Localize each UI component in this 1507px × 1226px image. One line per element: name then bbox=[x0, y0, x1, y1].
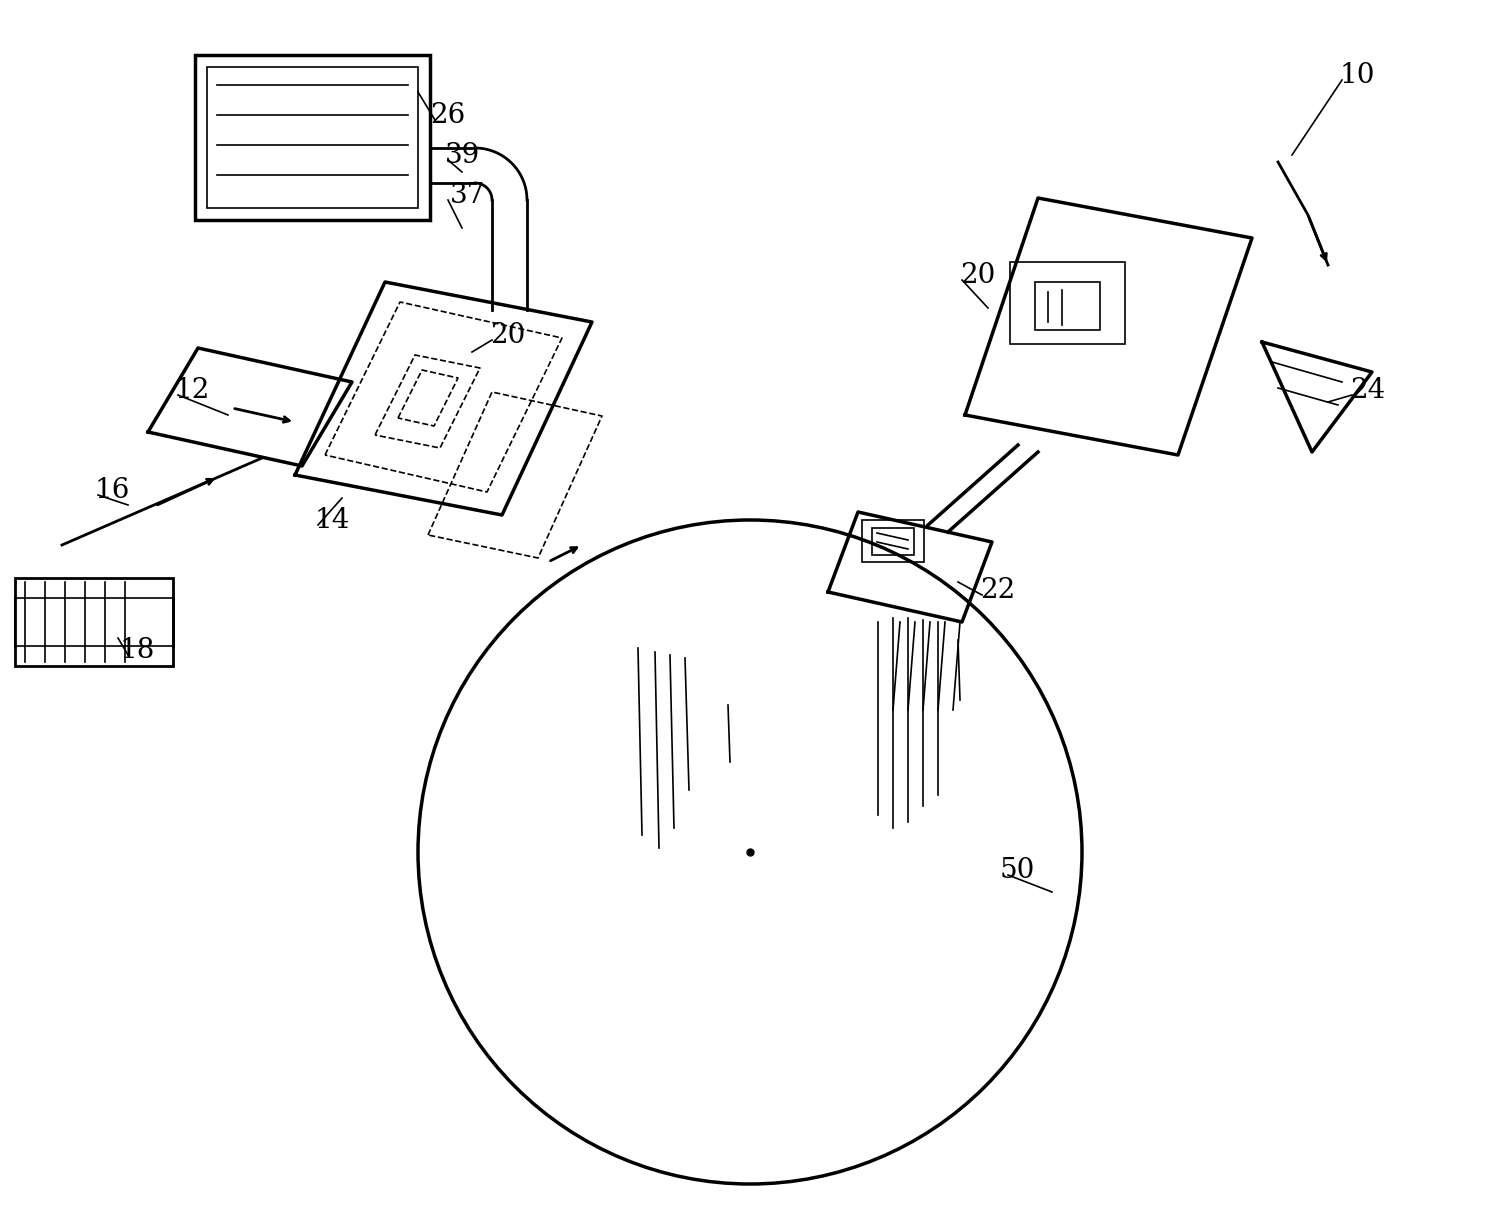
Text: 10: 10 bbox=[1340, 61, 1376, 88]
Bar bbox=[206, 67, 417, 208]
Bar bbox=[15, 598, 173, 646]
Bar bbox=[15, 577, 173, 666]
Bar bbox=[194, 55, 429, 219]
Text: 26: 26 bbox=[429, 102, 466, 129]
Text: 20: 20 bbox=[490, 321, 526, 348]
Text: 37: 37 bbox=[451, 181, 485, 208]
Text: 22: 22 bbox=[980, 576, 1016, 603]
Text: 50: 50 bbox=[1001, 857, 1035, 884]
Text: 18: 18 bbox=[121, 636, 155, 663]
Text: 24: 24 bbox=[1350, 376, 1385, 403]
Text: 20: 20 bbox=[960, 261, 996, 288]
Text: 14: 14 bbox=[315, 506, 350, 533]
Text: 16: 16 bbox=[95, 477, 131, 504]
Bar bbox=[1010, 262, 1126, 345]
Text: 12: 12 bbox=[175, 376, 211, 403]
Bar bbox=[862, 520, 924, 562]
Text: 39: 39 bbox=[445, 141, 481, 168]
Bar bbox=[873, 528, 915, 555]
Bar bbox=[1035, 282, 1100, 330]
